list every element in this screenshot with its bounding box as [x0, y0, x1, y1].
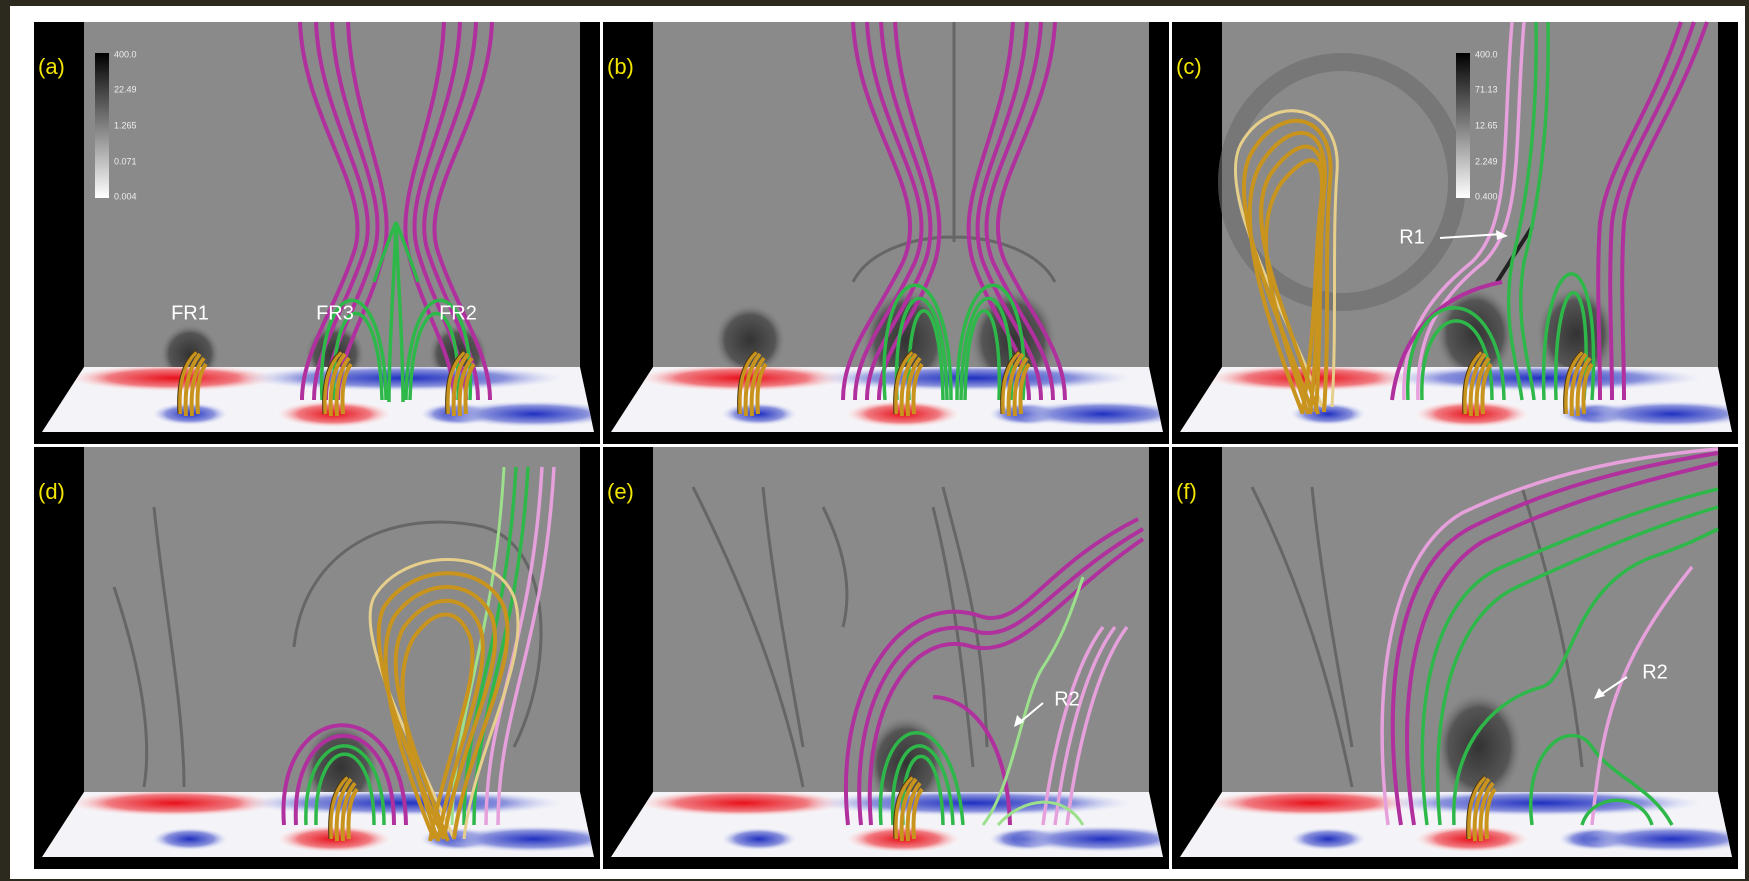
colorbar-label: 0.004 — [114, 191, 137, 201]
colorbar-label: 400.0 — [1475, 49, 1498, 59]
colorbar-label: 1.265 — [114, 120, 137, 130]
colorbar-label: 0.400 — [1475, 191, 1498, 201]
panel-label: (e) — [607, 479, 634, 504]
panel: 400.0 71.13 12.65 2.249 0.400 R1 (c) — [1172, 22, 1749, 444]
colorbar-label: 12.65 — [1475, 120, 1498, 130]
figure: 400.0 22.49 1.265 0.071 0.004 FR1 FR3 FR… — [0, 0, 1749, 881]
panel-label: (c) — [1176, 54, 1202, 79]
annotation: FR2 — [439, 302, 477, 324]
panel-label: (b) — [607, 54, 634, 79]
annotation: FR1 — [171, 302, 209, 324]
colorbar-label: 2.249 — [1475, 156, 1498, 166]
panel-label: (d) — [38, 479, 65, 504]
page: {"panels": [ {"label": "(a)", "colorbar"… — [0, 0, 1749, 881]
annotation: R2 — [1642, 661, 1668, 683]
panel-label: (f) — [1176, 479, 1197, 504]
panel: (d) — [34, 447, 624, 869]
annotation: FR3 — [316, 302, 354, 324]
colorbar-label: 400.0 — [114, 49, 137, 59]
annotation: R2 — [1054, 688, 1080, 710]
colorbar-label: 22.49 — [114, 84, 137, 94]
colorbar-label: 71.13 — [1475, 84, 1498, 94]
colorbar-label: 0.071 — [114, 156, 137, 166]
panel-label: (a) — [38, 54, 65, 79]
panel: R2 (e) — [603, 447, 1193, 869]
panel: R2 (f) — [1172, 447, 1749, 869]
panel: 400.0 22.49 1.265 0.071 0.004 FR1 FR3 FR… — [34, 22, 624, 444]
annotation: R1 — [1399, 226, 1425, 248]
panel: (b) — [603, 22, 1193, 444]
